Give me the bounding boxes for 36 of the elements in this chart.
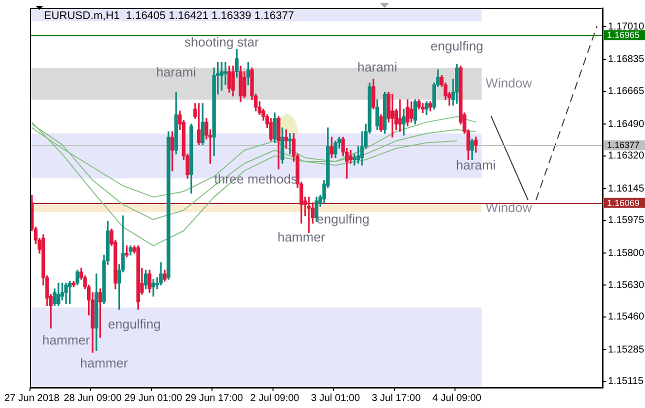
- annotation: engulfing: [316, 212, 370, 227]
- y-tick-label: 1.16835: [608, 54, 645, 66]
- chart-title: EURUSD.m,H1 1.16405 1.16421 1.16339 1.16377: [44, 10, 294, 22]
- y-tick-label: 1.15975: [608, 215, 645, 226]
- annotation: hammer: [277, 230, 326, 245]
- annotation: engulfing: [108, 316, 161, 332]
- annotation: hammer: [42, 332, 91, 348]
- annotation: engulfing: [430, 38, 484, 54]
- ref-line-label: 1.16965: [607, 30, 640, 40]
- y-tick-label: 1.16665: [608, 86, 645, 98]
- y-tick-label: 1.16145: [608, 183, 645, 194]
- x-tick-label: 3 Jul 17:00: [372, 392, 422, 404]
- x-tick-label: 28 Jun 09:00: [64, 392, 122, 404]
- y-tick-label: 1.15800: [608, 248, 645, 259]
- y-tick-label: 1.15460: [608, 312, 645, 323]
- y-tick-label: 1.15115: [608, 376, 644, 388]
- x-tick-label: 2 Jul 09:00: [250, 392, 300, 404]
- x-tick-label: 27 Jun 2018: [4, 392, 60, 404]
- ref-line-label: 1.16377: [607, 140, 640, 150]
- y-tick-label: 1.15630: [608, 280, 645, 291]
- band-label: Window: [486, 75, 533, 90]
- band-label: Window: [486, 200, 533, 215]
- annotation: hammer: [80, 356, 128, 371]
- x-tick-label: 3 Jul 01:00: [311, 392, 360, 404]
- annotation: shooting star: [184, 34, 260, 50]
- x-tick-label: 29 Jun 01:00: [124, 392, 183, 404]
- y-tick-label: 1.15285: [608, 344, 645, 356]
- annotation: harami: [456, 158, 496, 173]
- annotation: harami: [156, 64, 196, 80]
- y-tick-label: 1.16490: [608, 118, 645, 130]
- x-tick-label: 29 Jun 17:00: [185, 392, 244, 404]
- x-tick-label: 4 Jul 09:00: [432, 392, 482, 404]
- y-tick-label: 1.17010: [608, 21, 645, 32]
- y-tick-label: 1.16320: [608, 150, 645, 162]
- ref-line-label: 1.16069: [607, 198, 640, 208]
- annotation: harami: [357, 60, 398, 75]
